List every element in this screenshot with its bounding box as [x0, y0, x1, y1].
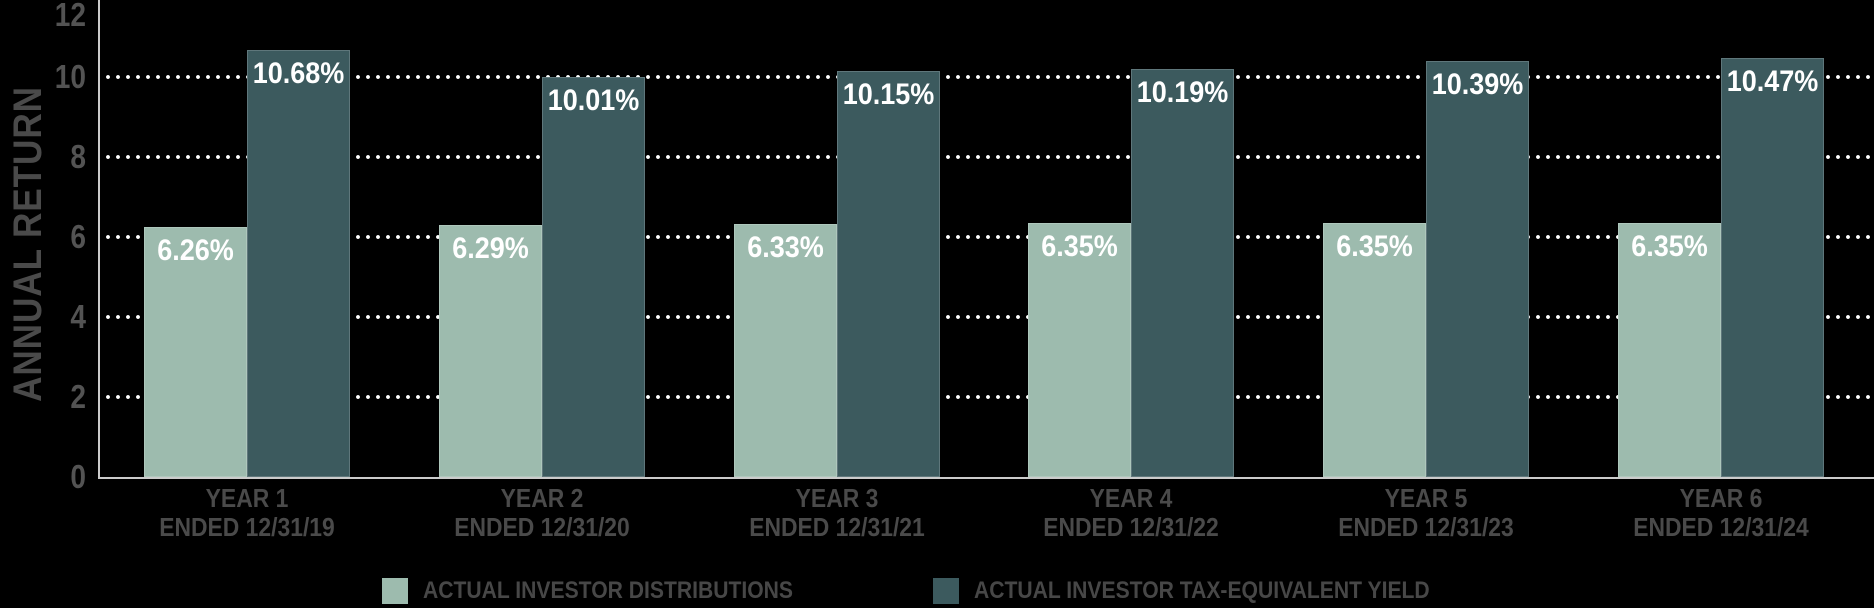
bar-value-label: 6.35% — [1041, 230, 1119, 263]
y-tick-label-2: 2 — [70, 378, 86, 415]
bar-value-label: 6.33% — [746, 230, 824, 264]
bar-tax-equivalent-yield: 10.47% — [1720, 58, 1824, 477]
x-category-ended: ENDED 12/31/21 — [748, 512, 925, 542]
legend-label-distributions: ACTUAL INVESTOR DISTRIBUTIONS — [422, 577, 793, 604]
x-category-label-6: YEAR 6 ENDED 12/31/24 — [1630, 484, 1811, 542]
bar-distributions: 6.33% — [733, 223, 837, 477]
x-category-label-1: YEAR 1 ENDED 12/31/19 — [156, 484, 337, 542]
bar-value-label: 6.29% — [452, 232, 529, 266]
bars-layer: 6.26% 10.68% 6.29% 10.01% 6.33% 10.15% 6.35% 10… — [100, 0, 1874, 477]
bar-tax-equivalent-yield: 10.68% — [247, 49, 350, 477]
y-tick-label-6: 6 — [70, 218, 86, 255]
y-tick-label-12: 12 — [54, 0, 86, 33]
gridline-8 — [106, 155, 1874, 159]
x-category-ended: ENDED 12/31/19 — [159, 512, 335, 542]
bar-group-2: 6.29% 10.01% — [438, 76, 645, 477]
x-category-year: YEAR 6 — [1679, 483, 1763, 513]
bar-group-6: 6.35% 10.47% — [1617, 58, 1824, 477]
bar-value-label: 10.19% — [1137, 76, 1229, 110]
x-category-ended: ENDED 12/31/23 — [1338, 512, 1514, 542]
bar-value-label: 10.68% — [252, 56, 345, 90]
legend: ACTUAL INVESTOR DISTRIBUTIONS ACTUAL INV… — [0, 577, 1874, 605]
gridline-6 — [106, 235, 1874, 239]
bar-tax-equivalent-yield: 10.01% — [541, 76, 645, 477]
bar-value-label: 6.35% — [1631, 230, 1708, 263]
x-category-label-2: YEAR 2 ENDED 12/31/20 — [451, 484, 632, 542]
legend-swatch-tax-equivalent-yield — [933, 578, 960, 604]
gridline-4 — [106, 315, 1874, 319]
bar-group-1: 6.26% 10.68% — [144, 49, 350, 477]
bar-distributions: 6.26% — [144, 226, 247, 477]
bar-group-3: 6.33% 10.15% — [733, 71, 940, 477]
x-category-label-3: YEAR 3 ENDED 12/31/21 — [746, 484, 927, 542]
x-axis-labels: YEAR 1 ENDED 12/31/19 YEAR 2 ENDED 12/31/20… — [100, 484, 1874, 542]
legend-item-distributions: ACTUAL INVESTOR DISTRIBUTIONS — [381, 577, 843, 605]
x-category-year: YEAR 1 — [205, 483, 289, 513]
bar-value-label: 6.26% — [157, 233, 234, 267]
legend-item-tax-equivalent-yield: ACTUAL INVESTOR TAX-EQUIVALENT YIELD — [933, 577, 1492, 605]
x-category-label-4: YEAR 4 ENDED 12/31/22 — [1041, 484, 1222, 542]
x-category-ended: ENDED 12/31/20 — [454, 512, 630, 542]
gridline-10 — [106, 75, 1874, 79]
bar-distributions: 6.35% — [1617, 223, 1721, 477]
bar-tax-equivalent-yield: 10.15% — [836, 71, 940, 477]
y-tick-label-4: 4 — [70, 298, 86, 335]
bar-value-label: 10.47% — [1726, 65, 1819, 99]
x-category-year: YEAR 4 — [1090, 483, 1173, 513]
bar-value-label: 10.01% — [547, 83, 640, 117]
plot-area: 6.26% 10.68% 6.29% 10.01% 6.33% 10.15% 6.35% 10… — [98, 0, 1874, 479]
bar-group-5: 6.35% 10.39% — [1323, 61, 1530, 477]
bar-tax-equivalent-yield: 10.19% — [1131, 69, 1235, 477]
bar-value-label: 10.39% — [1431, 68, 1524, 102]
x-category-ended: ENDED 12/31/22 — [1043, 512, 1220, 542]
bar-tax-equivalent-yield: 10.39% — [1426, 61, 1530, 477]
legend-swatch-distributions — [381, 578, 408, 604]
grid-layer — [100, 0, 1874, 477]
x-category-year: YEAR 2 — [500, 483, 584, 513]
x-category-label-5: YEAR 5 ENDED 12/31/23 — [1336, 484, 1517, 542]
y-tick-label-0: 0 — [70, 458, 86, 495]
bar-group-4: 6.35% 10.19% — [1028, 69, 1235, 477]
bar-value-label: 10.15% — [842, 78, 934, 111]
y-tick-label-10: 10 — [54, 58, 86, 95]
x-category-ended: ENDED 12/31/24 — [1633, 512, 1809, 542]
y-axis-ticks: 0 2 4 6 8 10 12 — [0, 0, 86, 608]
legend-label-tax-equivalent-yield: ACTUAL INVESTOR TAX-EQUIVALENT YIELD — [974, 577, 1431, 604]
y-tick-label-8: 8 — [70, 138, 86, 175]
x-category-year: YEAR 5 — [1384, 483, 1468, 513]
x-category-year: YEAR 3 — [795, 483, 878, 513]
bar-distributions: 6.29% — [438, 225, 542, 477]
gridline-2 — [106, 395, 1874, 399]
bar-value-label: 6.35% — [1336, 230, 1413, 263]
bar-distributions: 6.35% — [1323, 223, 1427, 477]
bar-distributions: 6.35% — [1028, 223, 1132, 477]
